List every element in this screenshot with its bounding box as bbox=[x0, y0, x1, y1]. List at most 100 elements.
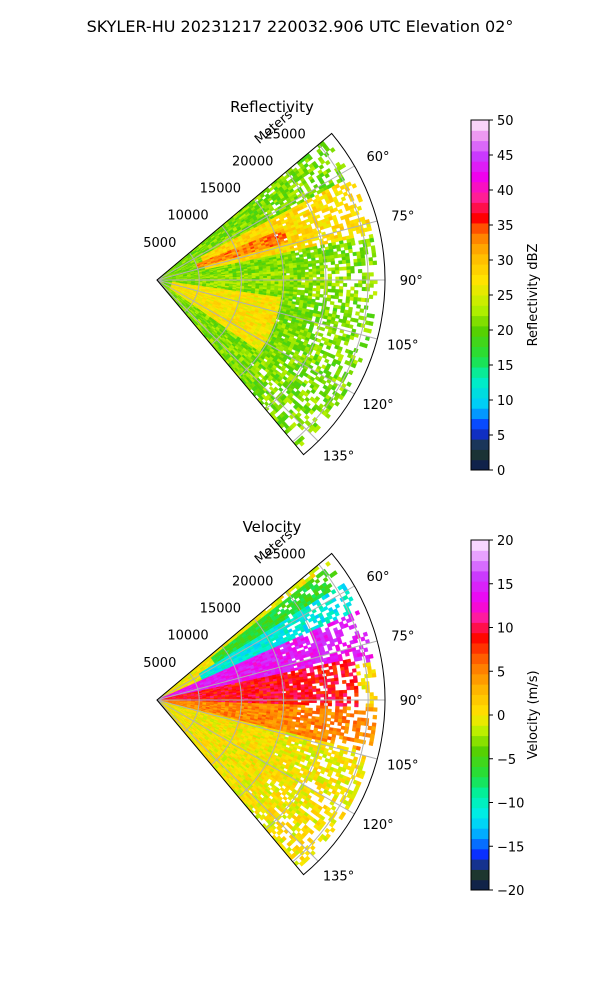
data-cell bbox=[362, 287, 366, 291]
colorbar-swatch bbox=[471, 429, 489, 440]
data-cell bbox=[362, 276, 366, 280]
data-cell bbox=[279, 276, 283, 278]
data-cell bbox=[331, 261, 335, 264]
data-cell bbox=[331, 289, 335, 292]
data-cell bbox=[305, 267, 309, 270]
data-cell bbox=[295, 302, 299, 305]
data-cell bbox=[297, 285, 301, 288]
range-tick-label: 15000 bbox=[200, 182, 241, 197]
data-cell bbox=[338, 209, 343, 214]
data-cell bbox=[354, 262, 358, 266]
reflectivity-field bbox=[157, 141, 377, 447]
data-cell bbox=[350, 297, 354, 301]
data-cell bbox=[335, 283, 339, 286]
data-cell bbox=[325, 561, 330, 566]
data-cell bbox=[316, 286, 320, 289]
data-cell bbox=[267, 276, 271, 278]
data-cell bbox=[341, 197, 346, 202]
colorbar-swatch bbox=[471, 336, 489, 347]
colorbar-swatch bbox=[471, 439, 489, 450]
data-cell bbox=[337, 305, 341, 309]
colorbar-label: Reflectivity dBZ bbox=[526, 244, 541, 347]
data-cell bbox=[367, 227, 372, 232]
colorbar-tick-label: 35 bbox=[497, 219, 514, 234]
data-cell bbox=[339, 293, 343, 297]
data-cell bbox=[321, 327, 326, 331]
data-cell bbox=[313, 272, 317, 275]
data-cell bbox=[305, 288, 309, 291]
colorbar-swatch bbox=[471, 326, 489, 337]
colorbar-swatch bbox=[471, 202, 489, 213]
data-cell bbox=[275, 282, 279, 284]
colorbar-swatch bbox=[471, 161, 489, 172]
data-cell bbox=[362, 273, 366, 277]
data-cell bbox=[346, 260, 350, 264]
data-cell bbox=[248, 277, 252, 279]
data-cell bbox=[320, 268, 324, 271]
data-cell bbox=[371, 249, 375, 253]
data-cell bbox=[290, 273, 294, 276]
reflectivity-panel: Reflectivity 60°75°90°105°120°135°500010… bbox=[143, 98, 541, 479]
colorbar-swatch bbox=[471, 460, 489, 471]
data-cell bbox=[316, 271, 320, 274]
theta-tick-label: 60° bbox=[366, 150, 389, 165]
data-cell bbox=[292, 297, 296, 300]
data-cell bbox=[294, 275, 298, 278]
data-cell bbox=[342, 260, 346, 264]
colorbar-swatch bbox=[471, 274, 489, 285]
colorbar-swatch bbox=[471, 388, 489, 399]
data-cell bbox=[320, 294, 324, 297]
data-cell bbox=[317, 283, 321, 286]
data-cell bbox=[305, 290, 309, 293]
data-cell bbox=[308, 264, 312, 267]
data-cell bbox=[328, 274, 332, 277]
data-cell bbox=[347, 314, 351, 318]
data-cell bbox=[361, 255, 365, 259]
data-cell bbox=[334, 255, 338, 259]
data-cell bbox=[370, 238, 374, 242]
data-cell bbox=[305, 283, 309, 286]
data-cell bbox=[309, 285, 313, 288]
data-cell bbox=[335, 270, 339, 273]
data-cell bbox=[290, 282, 294, 284]
colorbar-tick-label: 30 bbox=[497, 254, 514, 269]
data-cell bbox=[330, 147, 335, 152]
data-cell bbox=[335, 289, 339, 292]
colorbar-swatch bbox=[471, 346, 489, 357]
colorbar-swatch bbox=[471, 130, 489, 141]
data-cell bbox=[348, 370, 353, 375]
data-cell bbox=[294, 285, 298, 288]
panel-title: Velocity bbox=[243, 518, 302, 536]
colorbar-tick-label: 15 bbox=[497, 359, 514, 374]
data-cell bbox=[363, 343, 368, 348]
data-cell bbox=[354, 290, 358, 294]
data-cell bbox=[304, 415, 309, 420]
data-cell bbox=[282, 273, 286, 275]
colorbar-swatch bbox=[471, 120, 489, 131]
colorbar-swatch bbox=[471, 377, 489, 388]
data-cell bbox=[328, 289, 332, 292]
data-cell bbox=[286, 275, 290, 277]
colorbar-tick-label: 0 bbox=[497, 464, 505, 479]
colorbar-tick-label: 50 bbox=[497, 114, 514, 129]
data-cell bbox=[339, 286, 343, 289]
data-cell bbox=[286, 271, 290, 274]
figure-title: SKYLER-HU 20231217 220032.906 UTC Elevat… bbox=[87, 17, 514, 36]
data-cell bbox=[313, 283, 317, 286]
data-cell bbox=[369, 257, 373, 261]
data-cell bbox=[290, 275, 294, 277]
data-cell bbox=[357, 298, 361, 302]
colorbar-swatch bbox=[471, 408, 489, 419]
colorbar-swatch bbox=[471, 182, 489, 193]
range-tick-label: 5000 bbox=[143, 236, 176, 251]
data-cell bbox=[343, 283, 347, 286]
data-cell bbox=[353, 252, 357, 256]
data-cell bbox=[305, 285, 309, 288]
theta-tick-label: 135° bbox=[323, 450, 354, 465]
data-cell bbox=[315, 254, 319, 257]
data-cell bbox=[313, 274, 317, 277]
data-cell bbox=[315, 297, 319, 300]
data-cell bbox=[352, 183, 357, 188]
